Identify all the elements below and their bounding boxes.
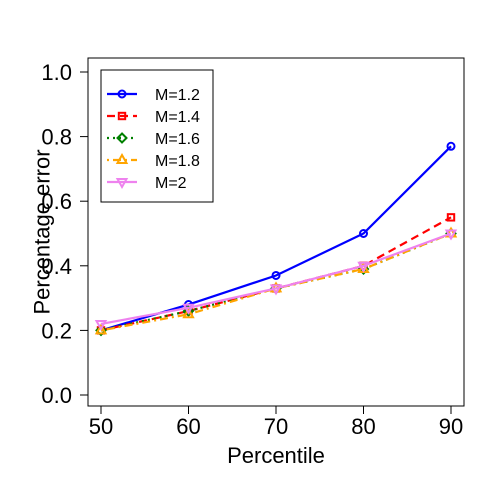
y-tick-label: 0.8 [41, 125, 72, 150]
data-point [357, 261, 370, 273]
legend-label: M=1.8 [155, 153, 200, 170]
legend-marker [115, 152, 129, 164]
legend-marker [117, 111, 127, 121]
data-point [94, 323, 108, 335]
legend-label: M=2 [155, 175, 187, 192]
series-line [100, 232, 452, 326]
legend-entry: M=1.2 [107, 87, 200, 104]
legend: M=1.2 M=1.4 M=1.6 M=1.8 M=2 [100, 69, 214, 203]
x-tick-label: 90 [439, 414, 463, 439]
data-point [359, 229, 368, 238]
y-axis-title: Percentage error [30, 149, 55, 314]
data-point [269, 284, 283, 296]
data-point [444, 229, 458, 241]
data-point [271, 270, 281, 280]
y-tick-label: 1.0 [41, 60, 72, 85]
legend-entry: M=1.6 [107, 131, 200, 148]
legend-marker [115, 178, 129, 190]
series-layer [94, 141, 458, 337]
data-point [446, 141, 456, 151]
data-point [182, 303, 195, 315]
y-tick-label: 0.0 [41, 383, 72, 408]
y-tick-label: 0.6 [41, 189, 72, 214]
legend-label: M=1.6 [155, 131, 200, 148]
data-point [182, 305, 195, 317]
legend-label: M=1.2 [155, 87, 200, 104]
legend-marker [116, 132, 128, 144]
x-axis: 50 60 70 80 90 [89, 405, 463, 439]
legend-entry: M=2 [107, 175, 187, 192]
y-tick-label: 0.2 [41, 318, 72, 343]
series-line [100, 216, 452, 332]
data-point [94, 319, 108, 331]
y-axis: 0.0 0.2 0.4 0.6 0.8 1.0 [41, 60, 89, 408]
legend-label: M=1.4 [155, 109, 200, 126]
x-tick-label: 70 [264, 414, 288, 439]
legend-marker [117, 89, 127, 99]
x-tick-label: 60 [176, 414, 200, 439]
series-m-2 [94, 229, 458, 331]
x-axis-title: Percentile [227, 443, 325, 468]
legend-entry: M=1.8 [107, 152, 200, 170]
y-tick-label: 0.4 [41, 254, 72, 279]
legend-entry: M=1.4 [107, 109, 200, 126]
x-tick-label: 80 [351, 414, 375, 439]
data-point [182, 307, 195, 319]
x-tick-label: 50 [89, 414, 113, 439]
data-point [446, 213, 456, 222]
